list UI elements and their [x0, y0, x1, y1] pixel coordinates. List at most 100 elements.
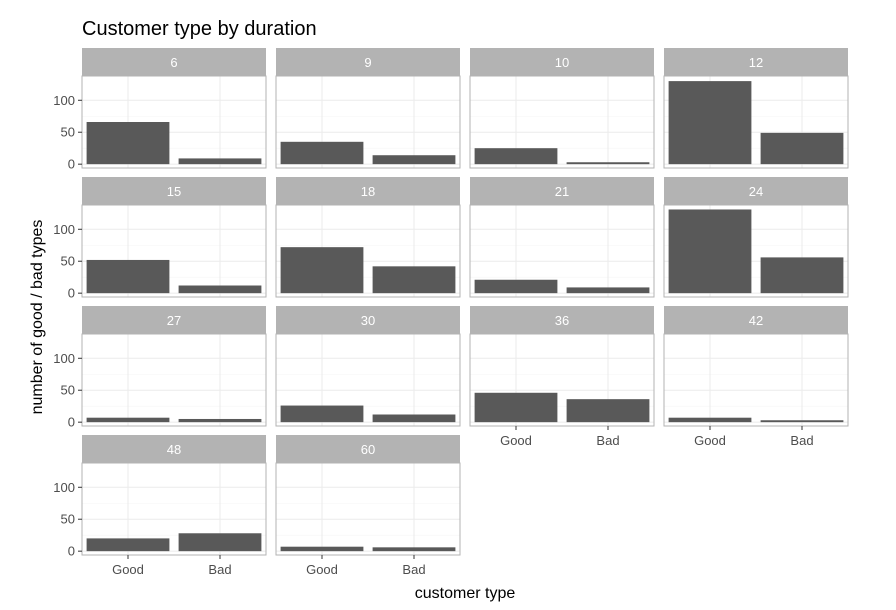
bar-good: [474, 279, 558, 294]
bar-bad: [566, 287, 650, 294]
y-tick-label: 100: [53, 480, 75, 495]
facet-strip-label: 12: [749, 55, 763, 70]
panel-border: [663, 75, 849, 169]
facet-strip-label: 10: [555, 55, 569, 70]
bar-bad: [566, 162, 650, 165]
facet-panel: 12: [663, 48, 849, 169]
facet-strip-label: 24: [749, 184, 763, 199]
bar-good: [668, 209, 752, 294]
x-axis-title: customer type: [415, 585, 516, 602]
y-tick-label: 100: [53, 222, 75, 237]
y-tick-label: 50: [61, 512, 75, 527]
bar-bad: [372, 266, 456, 294]
bar-bad: [372, 155, 456, 165]
facet-strip: [276, 306, 460, 334]
facet-strip: [276, 48, 460, 76]
bar-bad: [372, 414, 456, 423]
facet-panel: 9: [275, 48, 461, 169]
facet-strip-label: 6: [170, 55, 177, 70]
facet-strip-label: 9: [364, 55, 371, 70]
x-tick-label: Good: [112, 562, 144, 577]
bar-good: [280, 546, 364, 552]
panel-border: [275, 75, 461, 169]
facet-panel: 27 0 50 100: [53, 306, 267, 430]
y-tick-label: 0: [68, 415, 75, 430]
x-tick-label: Bad: [208, 562, 231, 577]
facet-strip: [82, 48, 266, 76]
bar-bad: [566, 399, 650, 423]
bar-bad: [760, 257, 844, 294]
bar-good: [86, 122, 170, 165]
bar-good: [280, 405, 364, 423]
facet-panel: 48 0 50 100 Good Bad: [53, 435, 267, 577]
facet-strip-label: 18: [361, 184, 375, 199]
facet-strip: [664, 177, 848, 205]
facet-strip-label: 60: [361, 442, 375, 457]
facet-strip-label: 21: [555, 184, 569, 199]
bar-good: [474, 148, 558, 165]
bar-bad: [178, 418, 262, 423]
facet-strip-label: 48: [167, 442, 181, 457]
bar-good: [280, 247, 364, 294]
facet-strip-label: 27: [167, 313, 181, 328]
bar-good: [668, 81, 752, 165]
panel-border: [81, 462, 267, 556]
x-tick-label: Good: [306, 562, 338, 577]
bar-good: [86, 417, 170, 423]
bar-good: [474, 392, 558, 423]
panel-border: [275, 462, 461, 556]
bar-bad: [178, 158, 262, 165]
facet-strip-label: 15: [167, 184, 181, 199]
y-axis-title: number of good / bad types: [29, 220, 46, 415]
facet-strip: [276, 177, 460, 205]
x-tick-label: Good: [500, 433, 532, 448]
facet-strip: [82, 435, 266, 463]
bar-good: [668, 417, 752, 423]
panel-border: [469, 204, 655, 298]
panel-border: [81, 333, 267, 427]
bar-bad: [178, 533, 262, 552]
facet-strip: [664, 306, 848, 334]
y-tick-label: 0: [68, 544, 75, 559]
x-tick-label: Bad: [596, 433, 619, 448]
y-tick-label: 50: [61, 125, 75, 140]
x-tick-label: Bad: [790, 433, 813, 448]
y-tick-label: 100: [53, 351, 75, 366]
facet-strip: [470, 306, 654, 334]
bar-good: [86, 259, 170, 294]
facet-strip: [82, 177, 266, 205]
chart-title: Customer type by duration: [82, 18, 317, 40]
panel-border: [275, 333, 461, 427]
facet-panel: 60 Good Bad: [275, 435, 461, 577]
panel-border: [469, 333, 655, 427]
panel-border: [663, 333, 849, 427]
facet-panel: 10: [469, 48, 655, 169]
y-tick-label: 50: [61, 254, 75, 269]
bar-bad: [760, 132, 844, 165]
bar-bad: [178, 285, 262, 294]
panel-border: [663, 204, 849, 298]
bar-bad: [760, 420, 844, 423]
facet-panel: 6 0 50 100: [53, 48, 267, 172]
x-tick-label: Good: [694, 433, 726, 448]
facet-panel: 24: [663, 177, 849, 298]
y-tick-label: 100: [53, 93, 75, 108]
facet-panel: 42 Good Bad: [663, 306, 849, 448]
y-tick-label: 0: [68, 286, 75, 301]
facet-panel: 36 Good Bad: [469, 306, 655, 448]
facet-strip: [664, 48, 848, 76]
facet-strip: [470, 177, 654, 205]
panel-border: [469, 75, 655, 169]
bar-bad: [372, 547, 456, 552]
facet-strip-label: 36: [555, 313, 569, 328]
facet-strip-label: 42: [749, 313, 763, 328]
facet-strip: [470, 48, 654, 76]
y-tick-label: 50: [61, 383, 75, 398]
facet-panel: 15 0 50 100: [53, 177, 267, 301]
panel-border: [275, 204, 461, 298]
facet-strip-label: 30: [361, 313, 375, 328]
bar-good: [86, 538, 170, 552]
x-tick-label: Bad: [402, 562, 425, 577]
